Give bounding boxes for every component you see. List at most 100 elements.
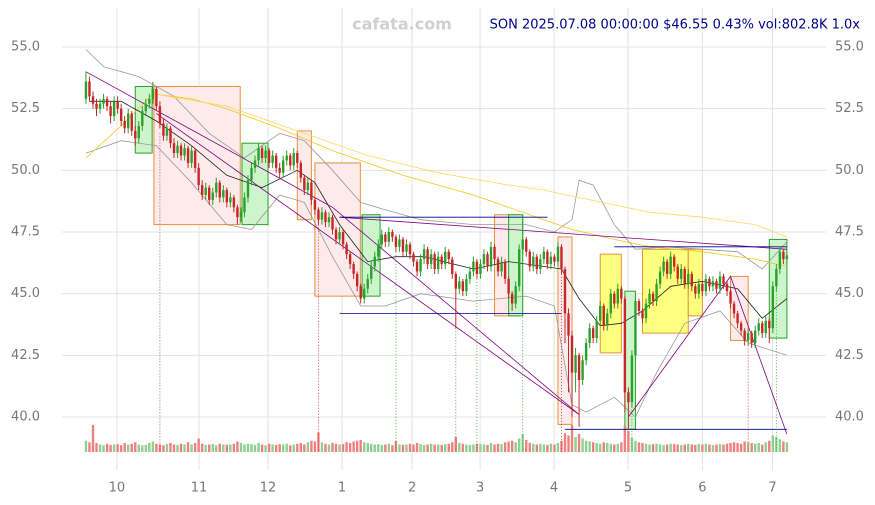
volume-bar <box>208 444 211 452</box>
volume-bar <box>549 443 553 452</box>
candle-body <box>186 148 190 163</box>
volume-bar <box>151 441 155 452</box>
volume-bar <box>489 443 493 452</box>
volume-bar <box>584 440 588 452</box>
x-tick-label: 7 <box>768 481 776 496</box>
volume-bar <box>479 444 482 452</box>
candle-body <box>581 360 584 380</box>
candle-body <box>704 278 708 292</box>
candle-body <box>447 251 450 260</box>
candle-body <box>785 255 789 260</box>
volume-bar <box>250 444 253 452</box>
volume-bar <box>532 443 535 452</box>
volume-bar <box>680 444 683 452</box>
candle-body <box>366 278 369 289</box>
candle-body <box>778 251 782 269</box>
volume-bar <box>683 444 686 452</box>
volume-bar <box>465 444 468 452</box>
candle-body <box>264 150 267 158</box>
grid <box>62 8 826 470</box>
volume-bar <box>285 443 288 452</box>
volume-bar <box>627 431 630 452</box>
volume-bar <box>380 444 384 452</box>
volume-bar <box>486 444 489 452</box>
candle-body <box>444 251 447 265</box>
volume-bar <box>200 443 204 452</box>
candle-body <box>274 155 278 168</box>
volume-bar <box>718 444 722 452</box>
volume-bar <box>493 444 496 452</box>
candle-body <box>475 261 479 274</box>
candle-body <box>574 355 577 373</box>
volume-bar <box>525 440 528 452</box>
candle-body <box>429 254 433 265</box>
y-tick-label-right: 42.5 <box>835 348 864 363</box>
y-tick-label-right: 40.0 <box>835 410 864 425</box>
volume-bar <box>651 444 655 452</box>
candle-body <box>507 278 510 294</box>
candle-body <box>535 256 539 269</box>
candle-body <box>651 293 655 302</box>
candle-body <box>218 182 221 198</box>
candle-body <box>637 301 641 311</box>
candle-body <box>105 98 109 107</box>
volume-bar <box>225 444 229 452</box>
candle-body <box>401 239 405 252</box>
y-tick-label: 42.5 <box>11 348 40 363</box>
candle-body <box>753 330 757 343</box>
volume-bar <box>373 444 376 452</box>
volume-bar <box>782 441 785 452</box>
candle-body <box>84 81 88 99</box>
volume-bar <box>267 443 271 452</box>
volume-bar <box>736 443 739 452</box>
volume-bar <box>158 444 162 452</box>
volume-bar <box>289 445 292 452</box>
volume-bar <box>345 442 348 452</box>
candle-body <box>345 244 348 255</box>
volume-bar <box>468 444 472 452</box>
candle-body <box>190 150 193 163</box>
volume-bar <box>725 443 729 452</box>
y-tick-label-right: 55.0 <box>835 40 864 55</box>
candle-body <box>204 187 207 195</box>
candle-body <box>718 276 722 289</box>
volume-bar <box>672 444 676 452</box>
volume-bar <box>84 440 88 452</box>
volume-bar <box>377 444 380 452</box>
candle-body <box>606 313 609 326</box>
volume-bar <box>116 444 119 452</box>
candle-body <box>697 283 701 294</box>
candle-body <box>669 256 672 274</box>
volume-bar <box>722 444 725 452</box>
volume-bar <box>134 442 137 452</box>
candle-body <box>313 199 317 210</box>
candle-body <box>648 293 651 304</box>
volume-bar <box>701 444 704 452</box>
volume-bar <box>229 444 232 452</box>
volume-bar <box>694 444 697 452</box>
volume-bar <box>179 443 183 452</box>
candle-body <box>317 209 320 220</box>
volume-bar <box>363 442 366 452</box>
volume-bar <box>422 444 426 452</box>
candle-body <box>158 106 162 124</box>
volume-bar <box>451 442 454 452</box>
candle-body <box>599 306 602 321</box>
volume-bar <box>496 443 500 452</box>
candle-body <box>398 239 401 247</box>
candle-body <box>109 106 112 117</box>
candle-body <box>451 259 454 274</box>
candle-body <box>768 320 771 329</box>
candle-body <box>144 103 148 112</box>
candle-body <box>493 246 496 260</box>
volume-bar <box>415 443 419 452</box>
candle-body <box>370 266 373 279</box>
candle-body <box>732 303 736 314</box>
candle-body <box>292 153 295 166</box>
volume-bar <box>331 443 334 452</box>
volume-bar <box>690 444 693 452</box>
volume-bar <box>408 443 412 452</box>
candle-body <box>222 190 225 198</box>
candle-body <box>331 217 334 230</box>
volume-bar <box>324 443 327 452</box>
